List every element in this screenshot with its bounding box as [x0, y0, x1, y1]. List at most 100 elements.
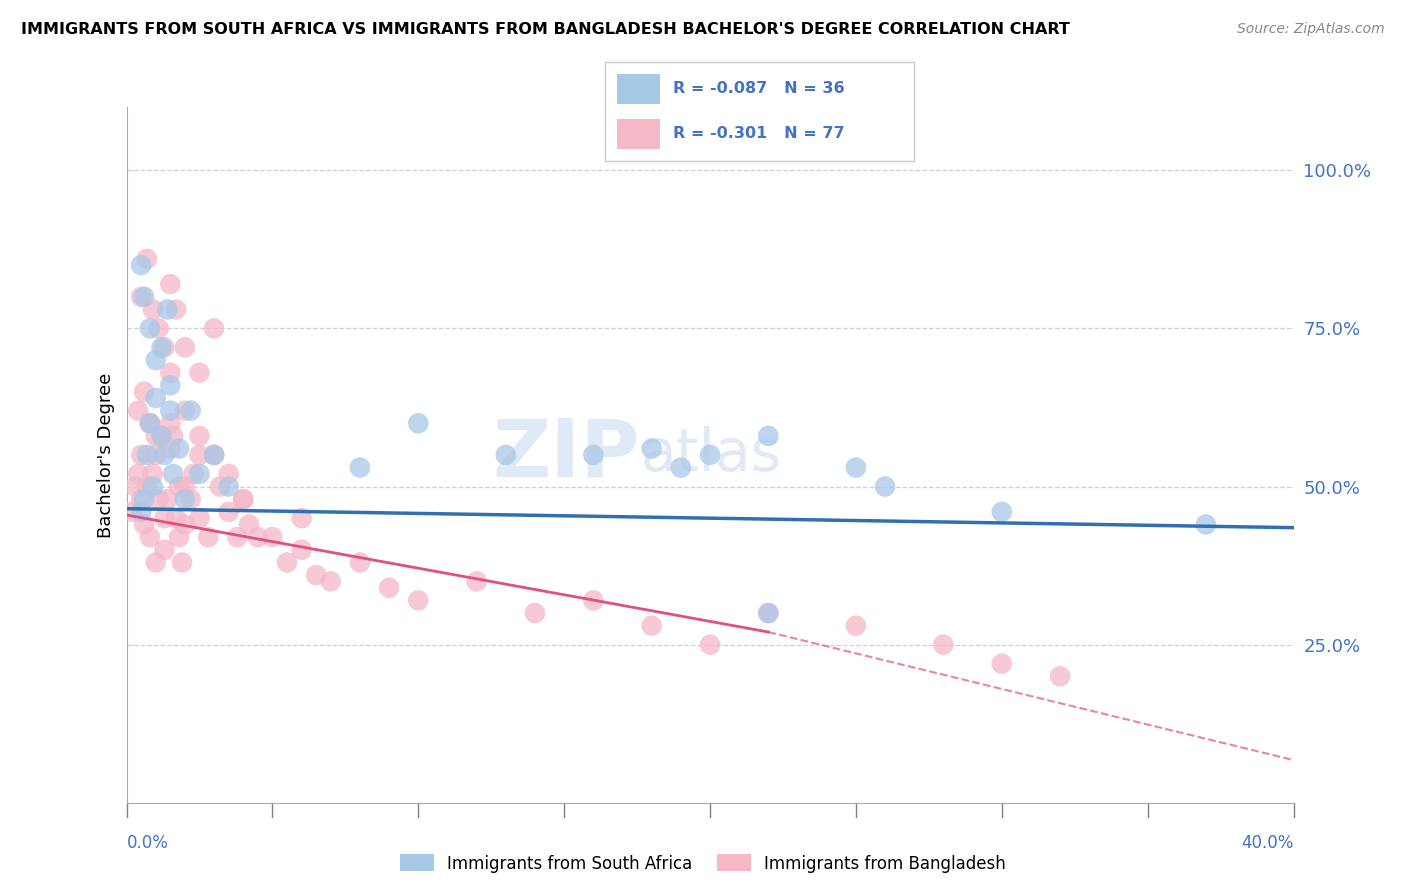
Point	[142, 467, 165, 481]
Point	[139, 530, 162, 544]
Point	[167, 442, 190, 456]
Point	[262, 530, 284, 544]
Point	[188, 511, 211, 525]
Point	[127, 467, 149, 481]
Point	[188, 366, 211, 380]
Point	[408, 593, 430, 607]
Point	[142, 479, 165, 493]
Point	[495, 448, 517, 462]
Point	[640, 618, 664, 632]
Point	[132, 517, 155, 532]
Point	[465, 574, 488, 589]
Point	[218, 479, 240, 493]
Point	[932, 638, 955, 652]
Point	[990, 657, 1012, 671]
Point	[1049, 669, 1071, 683]
Legend: Immigrants from South Africa, Immigrants from Bangladesh: Immigrants from South Africa, Immigrants…	[394, 847, 1012, 880]
Point	[136, 479, 159, 493]
Point	[188, 448, 211, 462]
Point	[174, 340, 197, 354]
Point	[127, 403, 149, 417]
Point	[153, 511, 176, 525]
Point	[408, 417, 430, 431]
Point	[129, 492, 152, 507]
Point	[145, 429, 167, 443]
Point	[756, 606, 779, 620]
Point	[132, 290, 155, 304]
Point	[845, 618, 868, 632]
Point	[226, 530, 249, 544]
Text: Source: ZipAtlas.com: Source: ZipAtlas.com	[1237, 22, 1385, 37]
Point	[276, 556, 298, 570]
Point	[197, 530, 219, 544]
Point	[582, 448, 605, 462]
Point	[153, 542, 176, 557]
Text: R = -0.301   N = 77: R = -0.301 N = 77	[672, 126, 844, 141]
Point	[159, 366, 181, 380]
Point	[145, 353, 167, 368]
Point	[132, 492, 155, 507]
Point	[159, 442, 181, 456]
Point	[756, 429, 779, 443]
Point	[148, 492, 170, 507]
Y-axis label: Bachelor's Degree: Bachelor's Degree	[97, 372, 115, 538]
Text: atlas: atlas	[640, 426, 780, 483]
Point	[202, 321, 225, 335]
Point	[246, 530, 269, 544]
Point	[145, 391, 167, 405]
Point	[150, 429, 173, 443]
Point	[699, 448, 721, 462]
Point	[148, 321, 170, 335]
Point	[845, 460, 868, 475]
Point	[218, 467, 240, 481]
Point	[1195, 517, 1218, 532]
Point	[162, 467, 184, 481]
Point	[232, 492, 254, 507]
Point	[290, 542, 312, 557]
Point	[174, 479, 197, 493]
Point	[159, 277, 181, 292]
Point	[305, 568, 328, 582]
Point	[129, 290, 152, 304]
Text: IMMIGRANTS FROM SOUTH AFRICA VS IMMIGRANTS FROM BANGLADESH BACHELOR'S DEGREE COR: IMMIGRANTS FROM SOUTH AFRICA VS IMMIGRAN…	[21, 22, 1070, 37]
Point	[153, 340, 176, 354]
Point	[183, 467, 205, 481]
Point	[756, 606, 779, 620]
Point	[238, 517, 260, 532]
FancyBboxPatch shape	[617, 74, 661, 103]
Point	[669, 460, 692, 475]
Text: 40.0%: 40.0%	[1241, 834, 1294, 852]
Point	[167, 530, 190, 544]
Point	[159, 417, 181, 431]
Point	[319, 574, 342, 589]
Point	[142, 302, 165, 317]
Text: ZIP: ZIP	[492, 416, 640, 494]
Point	[174, 403, 197, 417]
Point	[159, 378, 181, 392]
Point	[640, 442, 664, 456]
Point	[165, 302, 187, 317]
Point	[202, 448, 225, 462]
FancyBboxPatch shape	[605, 62, 914, 161]
FancyBboxPatch shape	[617, 120, 661, 149]
Point	[129, 448, 152, 462]
Point	[524, 606, 547, 620]
Point	[124, 479, 146, 493]
Point	[170, 556, 193, 570]
Point	[139, 417, 162, 431]
Point	[153, 448, 176, 462]
Point	[167, 479, 190, 493]
Point	[136, 448, 159, 462]
Point	[139, 417, 162, 431]
Point	[232, 492, 254, 507]
Point	[582, 593, 605, 607]
Point	[180, 492, 202, 507]
Point	[145, 448, 167, 462]
Point	[139, 417, 162, 431]
Point	[218, 505, 240, 519]
Point	[180, 403, 202, 417]
Point	[145, 556, 167, 570]
Point	[875, 479, 897, 493]
Point	[349, 556, 371, 570]
Point	[208, 479, 231, 493]
